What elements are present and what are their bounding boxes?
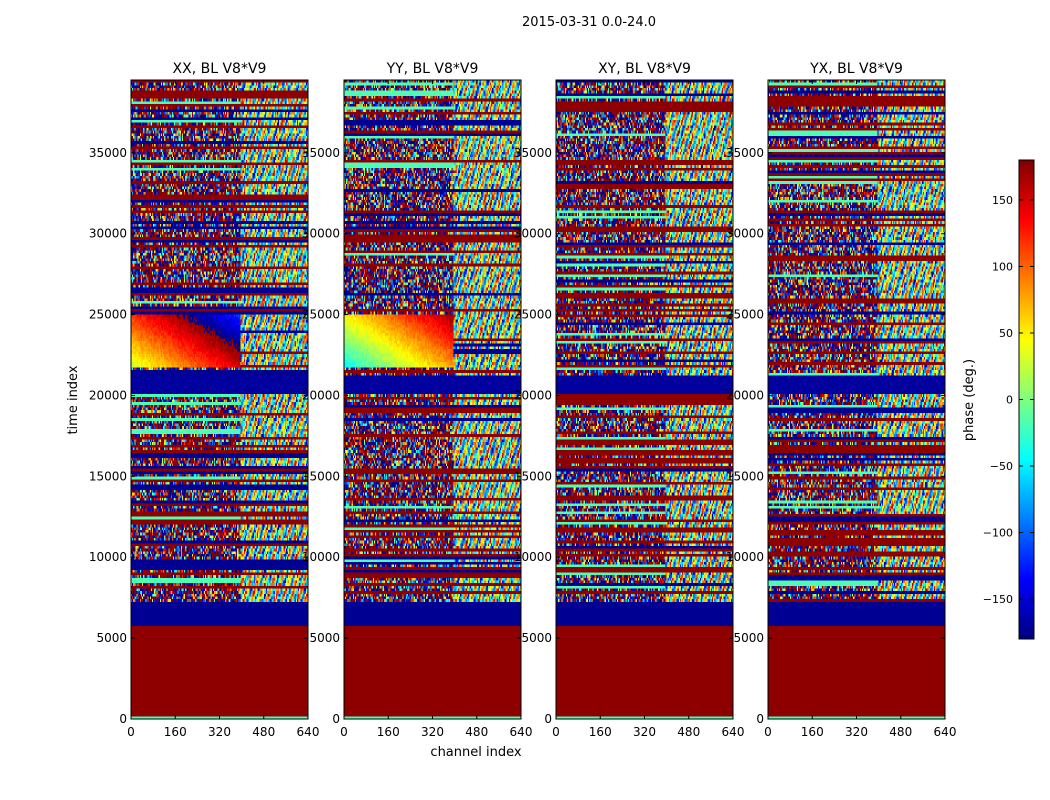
y-tick-label: 25000 [514,308,552,322]
heatmap-panel-4: YX, BL V8*V9 0 160 320 480 640 0 5000 10000 15000… [726,61,957,739]
y-tick-label: 30000 [89,227,127,241]
y-tick-label: 10000 [514,550,552,564]
x-tick-label: 320 [633,725,656,739]
colorbar-tick-label: 50 [999,327,1013,340]
y-tick-label: 35000 [302,146,340,160]
x-tick-label: 160 [589,725,612,739]
x-tick-label: 320 [208,725,231,739]
y-tick-label: 5000 [521,631,552,645]
y-tick-label: 30000 [726,227,764,241]
panel-grid: XX, BL V8*V9 0 160 320 480 640 0 5000 10000 15000… [89,61,957,739]
y-tick-label: 15000 [726,469,764,483]
x-tick-label: 0 [552,725,560,739]
x-tick-label: 160 [164,725,187,739]
y-tick-label: 25000 [89,308,127,322]
colorbar-tick-label: 100 [992,260,1013,273]
x-tick-label: 480 [465,725,488,739]
y-tick-label: 0 [119,712,127,726]
y-tick-label: 35000 [89,146,127,160]
y-tick-label: 15000 [302,469,340,483]
phase-heatmap [768,80,945,719]
y-tick-label: 35000 [514,146,552,160]
colorbar-tick-label: 0 [1006,394,1013,407]
y-tick-label: 20000 [726,388,764,402]
y-tick-label: 5000 [733,631,764,645]
x-tick-label: 480 [677,725,700,739]
y-tick-label: 10000 [89,550,127,564]
colorbar-label: phase (deg.) [962,359,977,441]
y-tick-label: 10000 [726,550,764,564]
x-tick-label: 480 [252,725,275,739]
y-tick-label: 0 [756,712,764,726]
heatmap-panel-2: YY, BL V8*V9 0 160 320 480 640 0 5000 10000 15000… [302,61,533,739]
y-tick-label: 20000 [89,388,127,402]
x-tick-label: 0 [340,725,348,739]
panel-title: YX, BL V8*V9 [809,61,903,77]
x-tick-label: 640 [297,725,320,739]
y-tick-label: 30000 [302,227,340,241]
y-tick-label: 35000 [726,146,764,160]
y-tick-label: 5000 [309,631,340,645]
x-tick-label: 160 [377,725,400,739]
y-tick-label: 20000 [302,388,340,402]
y-tick-label: 25000 [302,308,340,322]
phase-heatmap [344,80,521,719]
x-tick-label: 0 [764,725,772,739]
colorbar-tick-label: −100 [983,527,1013,540]
y-tick-label: 20000 [514,388,552,402]
y-tick-label: 30000 [514,227,552,241]
colorbar-tick-label: −150 [983,593,1013,606]
y-tick-label: 0 [544,712,552,726]
x-tick-label: 640 [722,725,745,739]
heatmap-panel-1: XX, BL V8*V9 0 160 320 480 640 0 5000 10000 15000… [89,61,320,739]
colorbar: −150 −100 −50 0 50 100 150 [983,159,1035,640]
y-tick-label: 25000 [726,308,764,322]
panel-title: XX, BL V8*V9 [173,61,267,77]
y-tick-label: 0 [332,712,340,726]
colorbar-tick-label: 150 [992,194,1013,207]
x-tick-label: 640 [934,725,957,739]
x-tick-label: 480 [889,725,912,739]
heatmap-panel-3: XY, BL V8*V9 0 160 320 480 640 0 5000 10000 15000… [514,61,745,739]
y-tick-label: 10000 [302,550,340,564]
x-tick-label: 160 [801,725,824,739]
panel-title: XY, BL V8*V9 [598,61,691,77]
x-tick-label: 320 [421,725,444,739]
panel-title: YY, BL V8*V9 [386,61,479,77]
x-tick-label: 0 [127,725,135,739]
phase-heatmap [556,80,733,719]
phase-heatmap [131,80,308,719]
figure-suptitle: 2015-03-31 0.0-24.0 [522,15,656,30]
colorbar-tick-label: −50 [990,460,1013,473]
y-tick-label: 15000 [514,469,552,483]
y-axis-label: time index [66,365,81,434]
x-axis-label: channel index [430,745,521,760]
x-tick-label: 320 [845,725,868,739]
x-tick-label: 640 [510,725,533,739]
y-tick-label: 15000 [89,469,127,483]
y-tick-label: 5000 [96,631,127,645]
